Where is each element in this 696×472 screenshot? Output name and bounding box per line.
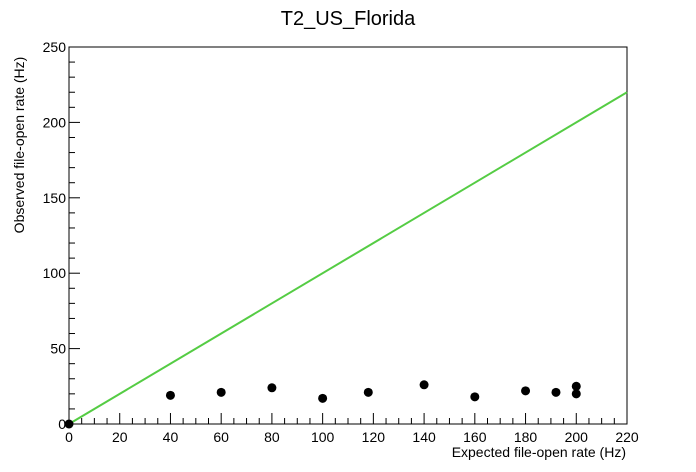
y-tick-label: 150 (43, 190, 67, 206)
x-tick-label: 140 (412, 429, 436, 445)
y-tick-label: 100 (43, 265, 67, 281)
data-point (165, 390, 175, 400)
data-point (521, 386, 531, 396)
x-axis-label: Expected file-open rate (Hz) (452, 444, 626, 460)
y-tick-label: 250 (43, 39, 67, 55)
x-tick-label: 20 (112, 429, 128, 445)
data-point (551, 387, 561, 397)
x-tick-label: 100 (311, 429, 335, 445)
data-layer (64, 91, 628, 429)
data-point (363, 387, 373, 397)
plot-frame (68, 46, 628, 425)
data-point (571, 389, 581, 399)
x-tick-label: 80 (264, 429, 280, 445)
y-tick-label: 0 (58, 416, 66, 432)
data-point (419, 380, 429, 390)
reference-line (68, 91, 628, 425)
x-tick-label: 0 (65, 429, 73, 445)
data-point (267, 383, 277, 393)
data-point (216, 387, 226, 397)
y-tick-label: 200 (43, 114, 67, 130)
x-tick-label: 160 (463, 429, 487, 445)
x-axis: 0 20 40 60 80 100 120 140 160 180 200 220 (65, 413, 639, 445)
y-axis: 0 50 100 150 200 250 (43, 39, 80, 432)
data-point (64, 419, 74, 429)
x-tick-label: 60 (213, 429, 229, 445)
y-tick-label: 50 (50, 341, 66, 357)
x-tick-label: 180 (514, 429, 538, 445)
x-tick-label: 220 (615, 429, 639, 445)
x-tick-label: 120 (362, 429, 386, 445)
data-point (470, 392, 480, 402)
x-tick-label: 200 (565, 429, 589, 445)
data-point (318, 393, 328, 403)
chart-title: T2_US_Florida (281, 8, 416, 30)
y-axis-label: Observed file-open rate (Hz) (11, 57, 27, 234)
x-tick-label: 40 (163, 429, 179, 445)
data-point (571, 381, 581, 391)
